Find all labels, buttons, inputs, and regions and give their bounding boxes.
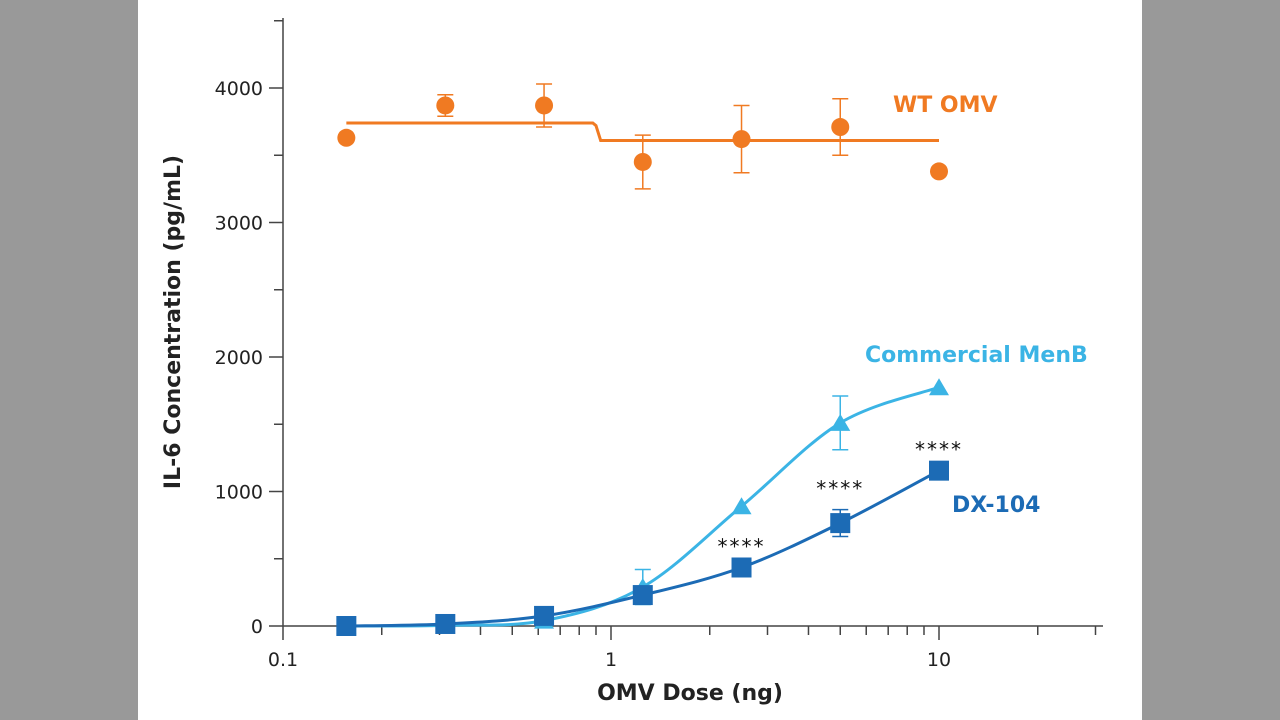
dx-104-point xyxy=(731,557,752,578)
wt-omv-point xyxy=(337,128,356,147)
wt-omv-point xyxy=(633,152,652,171)
dx-104-point xyxy=(336,616,357,636)
x-axis-title: OMV Dose (ng) xyxy=(597,681,783,706)
y-axis-title: IL-6 Concentration (pg/mL) xyxy=(161,155,186,489)
commercial-menb-label: Commercial MenB xyxy=(865,343,1088,368)
x-tick-label: 1 xyxy=(605,649,617,671)
x-tick-label: 0.1 xyxy=(268,649,298,671)
significance-marker: **** xyxy=(718,534,766,558)
chart-panel: 0 1000 2000 3000 4000 0.1 1 10 OMV Dose (ng) IL-… xyxy=(138,0,1142,720)
y-tick-label: 0 xyxy=(251,616,263,638)
y-tick-label: 1000 xyxy=(215,482,263,504)
dx-104-label: DX-104 xyxy=(952,493,1040,518)
dx-104-point xyxy=(435,613,456,634)
data-markers xyxy=(336,83,949,636)
significance-marker: **** xyxy=(915,438,963,462)
wt-omv-point xyxy=(436,96,455,115)
dx-104-point xyxy=(632,585,653,606)
commercial-menb-point xyxy=(830,413,851,431)
wt-omv-point xyxy=(930,162,948,181)
wt-omv-point xyxy=(732,130,751,149)
significance-marker: **** xyxy=(816,477,864,501)
dx-104-point xyxy=(929,460,949,481)
wt-omv-point xyxy=(535,96,554,115)
dx-104-point xyxy=(534,605,555,626)
y-tick-label: 2000 xyxy=(215,347,263,369)
commercial-menb-point xyxy=(731,497,752,515)
fit-curves xyxy=(346,121,940,628)
commercial-menb-point xyxy=(929,378,949,396)
wt-omv-fit-line xyxy=(346,121,939,142)
il6-dose-response-chart: 0 1000 2000 3000 4000 0.1 1 10 OMV Dose (ng) IL-… xyxy=(161,18,1103,706)
y-tick-label: 4000 xyxy=(215,78,263,100)
x-tick-label: 10 xyxy=(927,649,951,671)
chart-labels: OMV Dose (ng) IL-6 Concentration (pg/mL) *… xyxy=(161,93,1088,706)
wt-omv-label: WT OMV xyxy=(893,93,998,118)
dx-104-point xyxy=(830,513,851,534)
y-tick-label: 3000 xyxy=(215,213,263,235)
wt-omv-point xyxy=(831,118,850,137)
